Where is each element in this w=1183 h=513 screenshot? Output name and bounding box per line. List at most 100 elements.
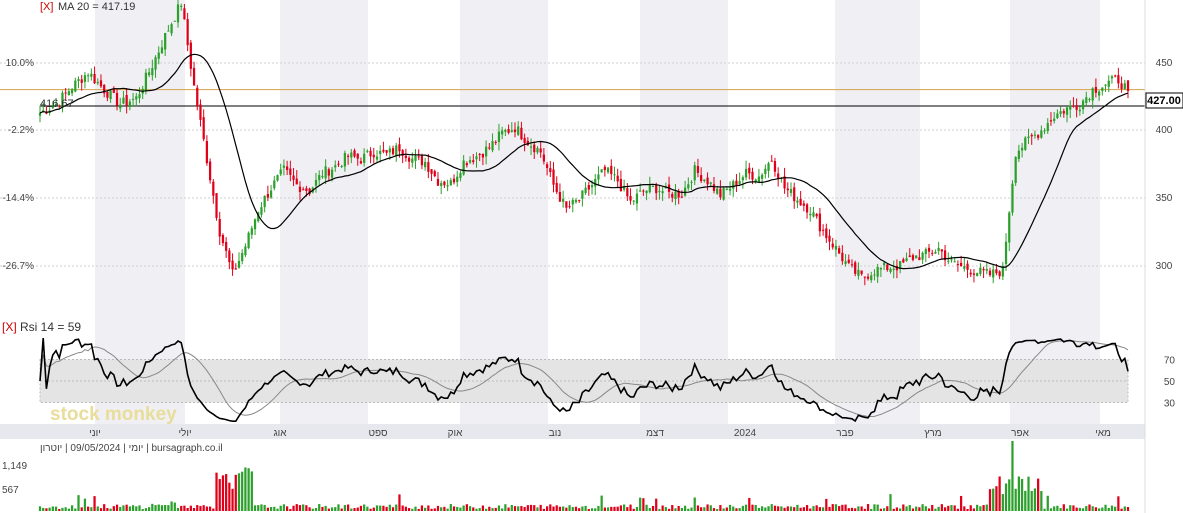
volume-bar: [937, 506, 940, 511]
volume-bar: [529, 504, 533, 511]
candle-body: [382, 149, 385, 152]
candle-body: [674, 191, 677, 200]
volume-bar: [838, 506, 841, 511]
candle-body: [834, 245, 838, 250]
volume-bar: [536, 507, 539, 511]
candle-body: [327, 169, 330, 176]
candle-body: [1062, 111, 1065, 114]
candle-body: [356, 153, 359, 159]
volume-bar: [359, 505, 363, 511]
volume-bar: [821, 507, 825, 511]
candle-body: [379, 150, 382, 155]
volume-bar: [1069, 505, 1072, 511]
x-axis-labels: יוני יולי אוג ספט אוק נוב דצמ 2024 פבר מרץ אפר מאי: [89, 427, 1111, 439]
volume-bar: [748, 497, 751, 511]
candle-body: [330, 169, 334, 178]
candle-body: [998, 271, 1001, 277]
candle-body: [613, 174, 616, 176]
volume-bar: [324, 505, 327, 511]
volume-bar: [70, 505, 74, 511]
candle-body: [218, 219, 221, 237]
volume-bar: [343, 505, 347, 511]
volume-bar: [257, 505, 260, 511]
volume-bar: [693, 497, 696, 511]
candle-body: [215, 193, 218, 218]
volume-bar: [379, 505, 382, 511]
candle-body: [484, 146, 488, 157]
candle-body: [1110, 76, 1114, 79]
volume-bar: [350, 508, 353, 511]
candle-body: [237, 260, 241, 268]
volume-bar: [616, 506, 619, 511]
candle-body: [809, 213, 812, 216]
volume-bar: [1094, 507, 1098, 511]
volume-bar: [125, 504, 128, 511]
volume-bar: [77, 495, 80, 511]
candle-body: [533, 144, 536, 153]
volume-bar: [764, 507, 767, 511]
volume-bar: [1011, 441, 1014, 511]
candle-body: [716, 188, 719, 194]
candle-body: [838, 248, 841, 254]
candle-body: [491, 141, 494, 151]
candles: [38, 0, 1130, 286]
candle-body: [574, 199, 578, 203]
volume-bar: [947, 505, 950, 511]
volume-bar: [667, 508, 671, 511]
candle-body: [539, 148, 542, 153]
volume-bar: [54, 506, 58, 511]
volume-bar: [793, 507, 796, 511]
volume-bar: [818, 507, 822, 511]
candle-body: [305, 188, 308, 192]
volume-bar: [298, 505, 302, 511]
candle-body: [289, 168, 292, 175]
volume-bar: [90, 507, 93, 511]
volume-bar: [998, 476, 1001, 511]
candle-body: [1081, 100, 1085, 110]
volume-bar: [725, 507, 728, 511]
candle-body: [555, 182, 558, 193]
candle-body: [292, 175, 295, 180]
close-price-panel-button[interactable]: [X]: [40, 1, 53, 13]
candle-body: [969, 272, 972, 275]
candle-body: [1024, 137, 1027, 150]
volume-bar: [411, 508, 414, 511]
volume-bar: [1008, 479, 1011, 511]
volume-bar: [199, 506, 202, 511]
candle-body: [257, 212, 260, 222]
volume-bar: [661, 505, 664, 511]
close-rsi-panel-button[interactable]: [X]: [2, 320, 17, 334]
candle-body: [870, 275, 873, 281]
volume-bar: [456, 506, 459, 511]
volume-bar: [484, 508, 488, 511]
volume-bar: [234, 474, 237, 511]
volume-bar: [106, 508, 109, 511]
volume-bar: [834, 504, 838, 511]
candle-body: [138, 94, 141, 99]
candle-body: [921, 252, 924, 260]
candle-body: [1011, 183, 1014, 213]
candle-body: [87, 75, 90, 77]
volume-bar: [1062, 504, 1065, 511]
volume-bar: [83, 498, 87, 511]
volume-bar: [1101, 507, 1104, 511]
volume-bar: [777, 506, 780, 511]
candle-body: [443, 181, 446, 186]
candle-body: [517, 126, 520, 135]
candle-body: [401, 150, 404, 156]
candle-body: [433, 171, 436, 177]
candle-body: [1072, 105, 1075, 107]
candle-body: [722, 187, 725, 200]
rsi-tick: 30: [1164, 399, 1176, 410]
candle-body: [526, 140, 529, 146]
candle-body: [119, 104, 122, 109]
month-bands: [95, 0, 1100, 424]
candle-body: [465, 163, 468, 166]
candle-body: [687, 184, 690, 189]
candle-body: [680, 196, 684, 198]
volume-bar: [722, 508, 725, 511]
candle-body: [346, 155, 350, 157]
candle-body: [786, 188, 789, 191]
volume-bars: [38, 441, 1130, 511]
volume-bar: [369, 508, 372, 511]
